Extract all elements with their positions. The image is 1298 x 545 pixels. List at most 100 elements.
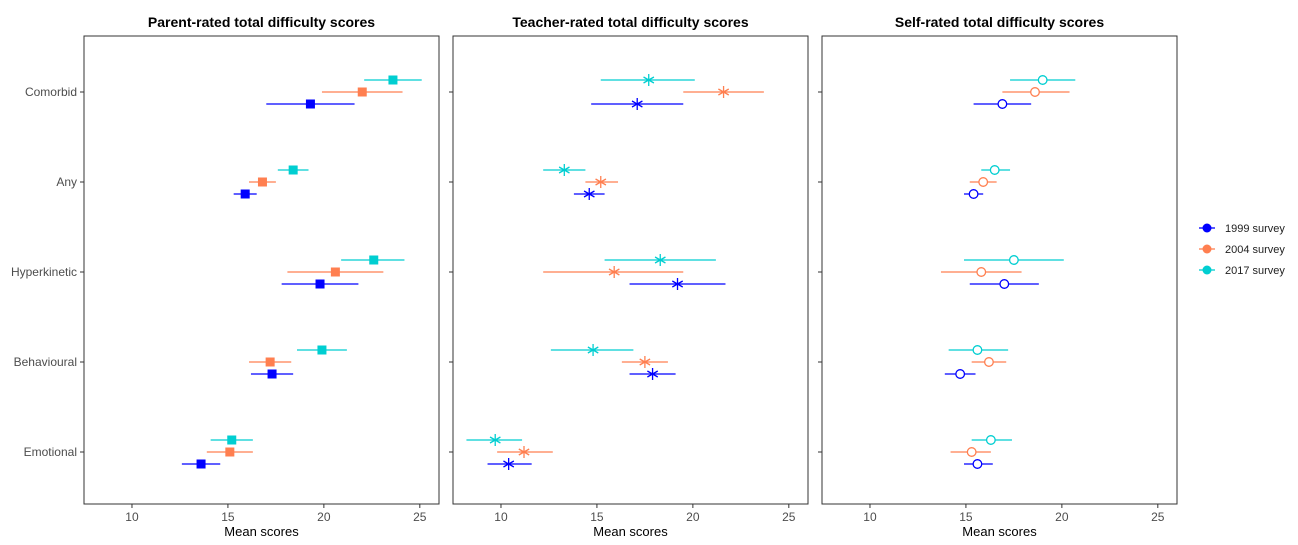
data-point-stroke — [595, 178, 607, 186]
x-tick-label: 15 — [959, 510, 973, 524]
data-point — [999, 279, 1010, 289]
data-point — [989, 165, 1000, 175]
legend-key-marker — [1202, 244, 1212, 254]
data-point — [643, 74, 655, 86]
panel-title: Self-rated total difficulty scores — [895, 14, 1104, 30]
data-point — [972, 345, 983, 355]
data-point — [976, 267, 987, 277]
data-point — [983, 357, 994, 367]
x-tick-label: 25 — [782, 510, 796, 524]
y-tick-label: Any — [56, 175, 77, 189]
data-point — [305, 99, 315, 109]
x-tick-label: 15 — [590, 510, 604, 524]
data-point — [357, 87, 367, 97]
data-point — [583, 188, 595, 200]
legend-label: 2004 survey — [1225, 244, 1285, 256]
series-1999-survey — [181, 99, 359, 469]
data-point — [317, 345, 327, 355]
data-point — [315, 279, 325, 289]
panel-frame — [83, 35, 440, 505]
x-tick-label: 25 — [413, 510, 427, 524]
series-1999-survey — [487, 98, 726, 470]
panel-title: Parent-rated total difficulty scores — [148, 14, 375, 30]
data-point — [654, 254, 666, 266]
data-point — [631, 98, 643, 110]
x-tick-label: 10 — [863, 510, 877, 524]
data-point — [1008, 255, 1019, 265]
data-point-stroke — [558, 166, 570, 174]
data-point-stroke — [718, 88, 730, 96]
data-point — [225, 447, 235, 457]
series-2004-survey — [497, 86, 764, 458]
y-tick-label: Hyperkinetic — [11, 265, 77, 279]
data-point — [718, 86, 730, 98]
y-tick-label: Behavioural — [14, 355, 77, 369]
legend-label: 2017 survey — [1225, 265, 1285, 277]
x-tick-label: 25 — [1151, 510, 1165, 524]
data-point-stroke — [639, 358, 651, 366]
series-2017-survey — [466, 74, 716, 446]
series-2017-survey — [210, 75, 422, 445]
data-point — [978, 177, 989, 187]
x-axis-label: Mean scores — [224, 524, 299, 539]
data-point — [972, 459, 983, 469]
data-point — [966, 447, 977, 457]
data-point — [240, 189, 250, 199]
x-axis-label: Mean scores — [962, 524, 1037, 539]
x-tick-label: 20 — [1055, 510, 1069, 524]
legend: 1999 survey 2004 survey 2017 survey — [1199, 223, 1285, 277]
data-point-stroke — [587, 346, 599, 354]
data-point — [503, 458, 515, 470]
data-point — [985, 435, 996, 445]
data-point — [369, 255, 379, 265]
data-point-stroke — [647, 370, 659, 378]
x-tick-label: 10 — [125, 510, 139, 524]
x-axis-label: Mean scores — [593, 524, 668, 539]
data-point — [257, 177, 267, 187]
data-point — [388, 75, 398, 85]
data-point — [955, 369, 966, 379]
data-point — [196, 459, 206, 469]
data-point-stroke — [489, 436, 501, 444]
legend-key-marker — [1202, 265, 1212, 275]
data-point — [671, 278, 684, 290]
x-tick-label: 15 — [221, 510, 235, 524]
data-point — [595, 176, 607, 188]
data-point-stroke — [503, 460, 515, 468]
series-2004-survey — [940, 87, 1070, 457]
data-point-stroke — [518, 448, 530, 456]
legend-label: 1999 survey — [1225, 223, 1285, 235]
data-point — [1037, 75, 1048, 85]
data-point — [968, 189, 979, 199]
panel-frame — [821, 35, 1178, 505]
data-point — [288, 165, 298, 175]
panel-1: Parent-rated total difficulty scores Como… — [11, 14, 440, 539]
data-point — [227, 435, 237, 445]
data-point — [558, 164, 570, 176]
data-point — [639, 356, 651, 368]
data-point — [330, 267, 340, 277]
y-tick-label: Comorbid — [25, 85, 77, 99]
series-2017-survey — [948, 75, 1076, 445]
data-point-stroke — [631, 100, 643, 108]
panel-3: Self-rated total difficulty scores 10 15 20… — [818, 14, 1178, 539]
data-point — [587, 344, 599, 356]
x-tick-label: 10 — [494, 510, 508, 524]
data-point-stroke — [643, 76, 655, 84]
data-point-stroke — [654, 256, 666, 264]
data-point — [1030, 87, 1040, 97]
data-point — [997, 99, 1008, 109]
panel-title: Teacher-rated total difficulty scores — [512, 14, 748, 30]
legend-key-marker — [1202, 223, 1212, 233]
data-point-stroke — [671, 280, 684, 288]
data-point — [518, 446, 530, 458]
data-point — [489, 434, 501, 446]
data-point — [265, 357, 275, 367]
series-2004-survey — [206, 87, 403, 457]
series-1999-survey — [944, 99, 1039, 469]
data-point-stroke — [608, 268, 620, 276]
data-point — [608, 266, 620, 278]
data-point-stroke — [583, 190, 595, 198]
data-point — [267, 369, 277, 379]
